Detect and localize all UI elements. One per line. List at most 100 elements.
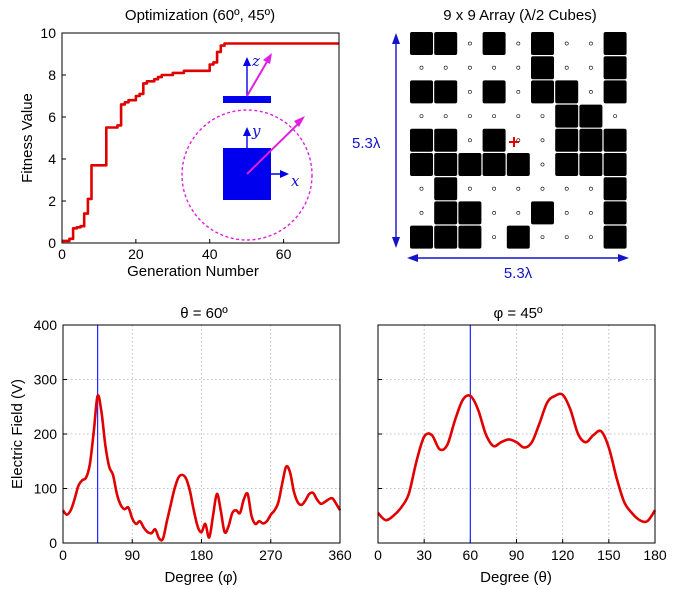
ytick-label: 0 — [49, 535, 57, 551]
array-cell-empty — [443, 114, 448, 119]
array-cell-empty — [419, 210, 424, 215]
array-cell-filled — [410, 153, 433, 176]
array-cell-filled — [434, 80, 458, 104]
phi-field-curve — [377, 392, 657, 524]
array-cell-empty — [516, 210, 521, 215]
array-cell-empty — [492, 65, 497, 70]
array-cell-filled — [603, 201, 627, 225]
array-cell-empty — [516, 114, 521, 119]
optimization-ylabel: Fitness Value — [19, 93, 36, 183]
array-cell-filled — [603, 80, 627, 104]
array-cell-empty — [467, 186, 472, 191]
phi-panel: φ = 45º 0 30 60 90 120 150 180 Degree (θ) — [374, 305, 667, 586]
array-cell-empty — [492, 210, 497, 215]
ytick-label: 300 — [34, 372, 58, 388]
theta-frame — [62, 324, 341, 544]
xtick-label: 0 — [374, 547, 382, 563]
array-cell-empty — [443, 65, 448, 70]
array-cell-filled — [555, 153, 579, 176]
array-cell-filled — [434, 201, 458, 225]
array-cell-filled — [410, 225, 433, 249]
array-cell-empty — [564, 210, 569, 215]
xtick-label: 360 — [328, 547, 352, 563]
array-cell-empty — [589, 186, 593, 191]
phi-xlabel: Degree (θ) — [480, 569, 552, 586]
array-cell-filled — [482, 128, 506, 152]
inset-pointer — [246, 121, 301, 175]
inset-dashed-circle — [181, 109, 313, 241]
inset-x-label: x — [291, 172, 300, 190]
array-cell-empty — [492, 114, 497, 119]
array-cell-filled — [603, 225, 627, 249]
array-cell-empty — [564, 41, 569, 46]
array-cell-filled — [579, 128, 603, 152]
array-center-mark — [509, 137, 519, 147]
ytick-label: 400 — [34, 317, 58, 333]
theta-ylabel: Electric Field (V) — [9, 379, 26, 489]
theta-panel: θ = 60º 0 90 180 270 360 0 100 200 300 400 Degree… — [9, 305, 352, 586]
array-cell-filled — [531, 56, 554, 80]
array-width-arrow-left — [407, 254, 418, 262]
xtick-label: 120 — [551, 547, 575, 563]
array-height-arrow-bottom — [392, 237, 400, 248]
array-cell-empty — [589, 210, 593, 215]
array-cell-empty — [467, 90, 472, 94]
array-cell-filled — [603, 56, 627, 80]
xtick-label: 270 — [259, 547, 283, 563]
inset-top-plate — [223, 96, 271, 103]
array-cell-empty — [564, 186, 569, 191]
optimization-ytick-label: 8 — [48, 67, 56, 83]
array-cell-filled — [531, 32, 554, 55]
array-cell-empty — [516, 65, 521, 70]
phi-grid — [377, 325, 656, 543]
array-cell-empty — [589, 90, 593, 94]
array-cell-empty — [467, 65, 472, 70]
array-cell-filled — [506, 225, 530, 249]
array-cell-empty — [419, 65, 424, 70]
theta-field-curve — [61, 394, 342, 542]
array-cell-filled — [458, 225, 482, 249]
array-cell-empty — [419, 114, 424, 119]
ytick-label: 200 — [34, 426, 58, 442]
array-cell-filled — [603, 128, 627, 152]
optimization-frame — [61, 32, 340, 244]
array-cell-empty — [540, 114, 545, 119]
inset-illustration: z y x — [181, 52, 313, 241]
array-width-label: 5.3λ — [504, 265, 533, 282]
optimization-xlabel: Generation Number — [127, 263, 259, 280]
array-cell-filled — [603, 177, 627, 201]
array-cell-empty — [467, 138, 472, 143]
xtick-label: 90 — [509, 547, 525, 563]
array-cell-filled — [434, 225, 458, 249]
array-cell-empty — [492, 235, 497, 240]
array-cell-filled — [434, 153, 458, 176]
array-cell-filled — [555, 104, 579, 128]
array-cell-empty — [467, 41, 472, 46]
xtick-label: 60 — [463, 547, 479, 563]
array-title: 9 x 9 Array (λ/2 Cubes) — [443, 7, 596, 24]
optimization-ytick-label: 2 — [48, 193, 56, 209]
xtick-label: 0 — [59, 547, 67, 563]
array-cell-empty — [589, 235, 593, 240]
array-cells — [410, 32, 627, 249]
array-height-label: 5.3λ — [352, 135, 381, 152]
array-cell-empty — [492, 186, 497, 191]
array-cell-empty — [589, 41, 593, 46]
array-cell-empty — [564, 235, 569, 240]
array-cell-filled — [531, 80, 554, 104]
array-cell-filled — [458, 153, 482, 176]
phi-frame — [377, 324, 656, 544]
xtick-label: 90 — [124, 547, 140, 563]
theta-title: θ = 60º — [180, 305, 228, 322]
ytick-label: 100 — [34, 481, 58, 497]
array-cell-filled — [410, 80, 433, 104]
array-cell-empty — [564, 65, 569, 70]
array-cell-filled — [579, 104, 603, 128]
array-cell-filled — [434, 177, 458, 201]
array-cell-empty — [540, 162, 545, 167]
array-height-arrow-top — [392, 33, 400, 44]
optimization-ytick-label: 10 — [40, 25, 56, 41]
array-cell-filled — [458, 201, 482, 225]
optimization-ticks: 0 20 40 60 0 2 4 6 8 10 — [40, 25, 291, 262]
